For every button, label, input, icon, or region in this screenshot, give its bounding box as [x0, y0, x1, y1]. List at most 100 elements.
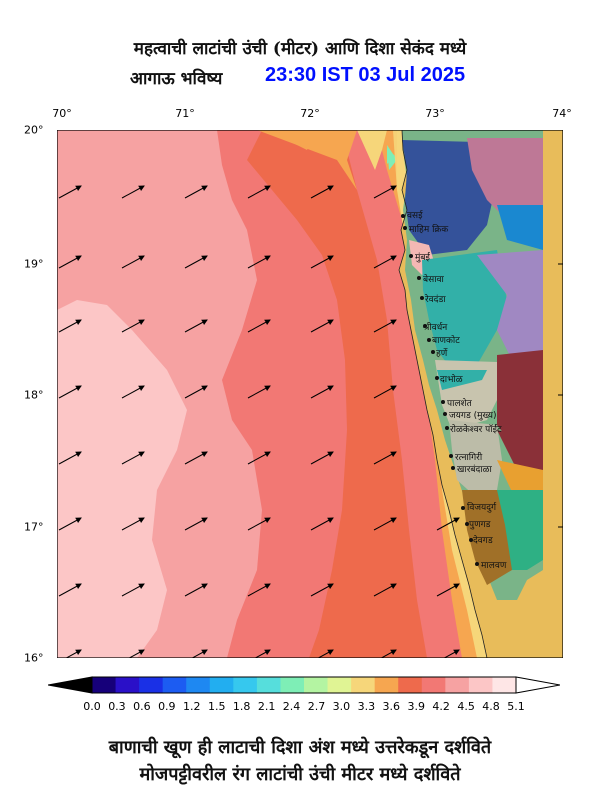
wave-direction-arrow [443, 649, 460, 658]
wave-direction-arrow [310, 583, 334, 597]
place-markers [401, 214, 479, 566]
land-mask [387, 130, 563, 658]
place-label: दाभोळ [440, 373, 463, 385]
wave-direction-arrow [184, 255, 208, 269]
place-label: बाणकोट [432, 334, 460, 346]
colorbar-label: 1.2 [183, 700, 201, 713]
place-label: रेवदंडा [425, 293, 447, 305]
wave-direction-arrow [317, 649, 334, 658]
colorbar-label: 0.0 [83, 700, 101, 713]
wave-direction-arrow [373, 451, 397, 465]
wave-direction-arrow [247, 517, 271, 531]
x-tick-73: 73° [425, 107, 445, 120]
wave-direction-arrow [184, 385, 208, 399]
place-label: देवगड [473, 534, 493, 546]
wave-direction-arrow [184, 185, 208, 199]
place-label: श्रीवर्धन [423, 321, 448, 333]
colorbar-cell [327, 677, 352, 693]
colorbar-label: 0.3 [108, 700, 126, 713]
colorbar-cell [186, 677, 211, 693]
wave-direction-arrow [58, 385, 82, 399]
x-tick-71: 71° [175, 107, 195, 120]
wave-direction-arrow [58, 583, 82, 597]
wave-direction-arrow [191, 649, 208, 658]
x-tick-72: 72° [300, 107, 320, 120]
wave-direction-arrow [121, 255, 145, 269]
y-tick-17: 17° [24, 520, 44, 534]
colorbar-label: 3.9 [407, 700, 425, 713]
wave-direction-arrow [121, 185, 145, 199]
wave-direction-arrow [58, 319, 82, 333]
wave-direction-arrow [373, 385, 397, 399]
wave-direction-arrow [310, 185, 334, 199]
colorbar-label: 0.6 [133, 700, 151, 713]
axis-ticks [558, 263, 563, 528]
x-tick-70: 70° [52, 107, 72, 120]
place-label: मुंबई [415, 251, 431, 263]
wave-direction-arrow [373, 583, 397, 597]
wave-direction-arrow [58, 517, 82, 531]
wave-direction-arrow [310, 517, 334, 531]
colorbar-cell [351, 677, 376, 693]
wave-direction-arrow [184, 517, 208, 531]
place-label: माहिम क्रिक [409, 223, 449, 235]
wave-direction-arrow [58, 255, 82, 269]
wave-direction-arrow [247, 255, 271, 269]
colorbar-cell [280, 677, 305, 693]
wave-direction-arrow [247, 451, 271, 465]
place-label: रत्नागिरी [455, 451, 483, 463]
place-labels: वसई माहिम क्रिक मुंबई बेसावा रेवदंडा श्र… [407, 209, 507, 571]
wave-direction-arrow [373, 185, 397, 199]
colorbar-cell [115, 677, 140, 693]
colorbar-label: 4.8 [482, 700, 500, 713]
map-title-forecast-label: आगाऊ भविष्य [130, 69, 223, 89]
y-tick-18: 18° [24, 388, 44, 402]
wave-direction-arrow [373, 255, 397, 269]
colorbar-label: 3.0 [332, 700, 351, 713]
footer-color-note: मोजपट्टीवरील रंग लाटांची उंची मीटर मध्ये… [139, 764, 461, 785]
wave-direction-arrow [373, 319, 397, 333]
wave-direction-arrow [184, 319, 208, 333]
colorbar-label: 4.5 [457, 700, 475, 713]
colorbar-max-triangle [515, 676, 560, 694]
wave-height-map: वसई माहिम क्रिक मुंबई बेसावा रेवदंडा श्र… [57, 130, 563, 658]
wave-direction-arrow [310, 451, 334, 465]
y-tick-19: 19° [24, 257, 44, 271]
colorbar-label: 0.9 [158, 700, 176, 713]
wave-direction-arrow [247, 319, 271, 333]
wave-direction-arrow [184, 451, 208, 465]
place-label: पालशेत [447, 397, 473, 409]
wave-direction-arrow [373, 517, 397, 531]
wave-direction-arrow [184, 583, 208, 597]
wave-direction-arrow [436, 517, 460, 531]
wave-direction-arrow [128, 649, 145, 658]
colorbar-min-triangle [48, 676, 93, 694]
colorbar-cell [492, 677, 517, 693]
place-label: जयगड (मुख्य) [449, 411, 497, 421]
colorbar-cell [233, 677, 258, 693]
wave-direction-arrow [310, 255, 334, 269]
wave-direction-arrow [65, 649, 82, 658]
colorbar-cell [421, 677, 446, 693]
wave-direction-arrow [58, 185, 82, 199]
place-label: बेसावा [423, 273, 445, 285]
colorbar-cell [92, 677, 117, 693]
colorbar-label: 5.1 [507, 700, 525, 713]
wave-direction-arrow [380, 649, 397, 658]
colorbar-label: 1.8 [232, 700, 251, 713]
wave-direction-arrows [58, 185, 460, 658]
colorbar-label: 3.3 [357, 700, 376, 713]
place-label: मालवण [481, 561, 507, 571]
x-tick-74: 74° [552, 107, 572, 120]
colorbar-label: 2.7 [307, 700, 326, 713]
colorbar-label: 2.4 [282, 700, 301, 713]
place-label: हर्णे [436, 347, 448, 359]
wave-direction-arrow [121, 583, 145, 597]
wave-direction-arrow [436, 583, 460, 597]
wave-direction-arrow [58, 451, 82, 465]
colorbar-label: 4.2 [432, 700, 450, 713]
wave-direction-arrow [254, 649, 271, 658]
place-label: खारबंदाळा [457, 464, 492, 475]
wave-direction-arrow [121, 451, 145, 465]
footer-arrow-note: बाणाची खूण ही लाटाची दिशा अंश मध्ये उत्त… [108, 737, 492, 758]
